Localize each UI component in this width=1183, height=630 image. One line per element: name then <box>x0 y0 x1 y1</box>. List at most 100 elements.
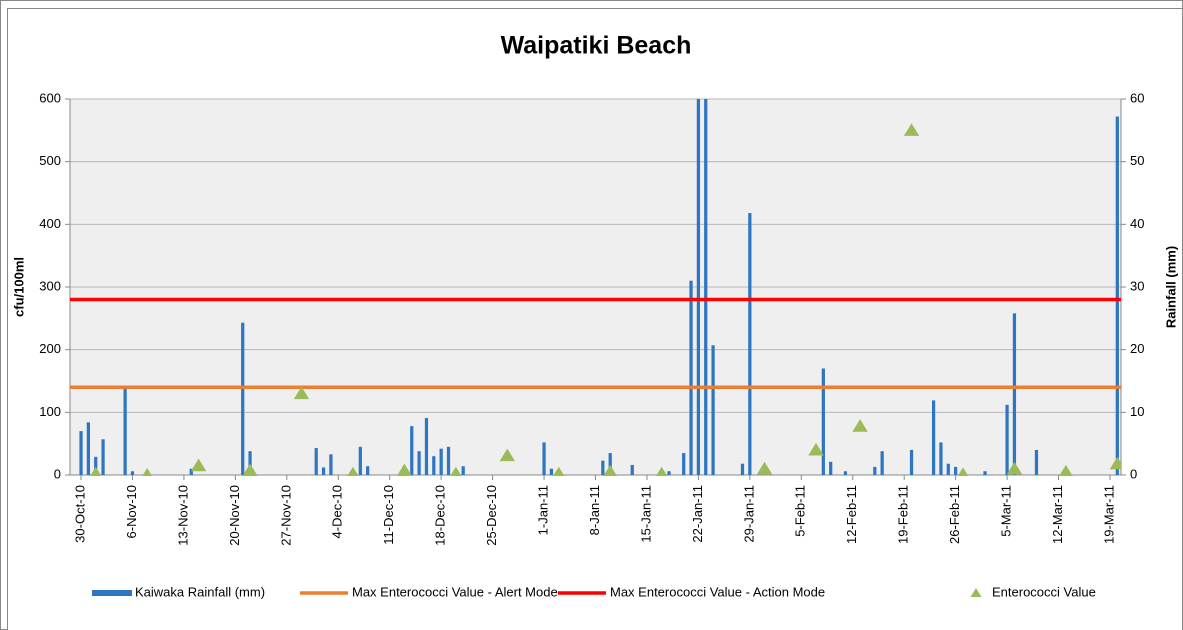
rain-bar <box>432 456 436 475</box>
y2-tick-label: 50 <box>1130 153 1144 168</box>
y-tick-label: 600 <box>39 90 61 105</box>
x-tick-label: 27-Nov-10 <box>278 485 293 546</box>
enterococci-marker <box>957 467 969 476</box>
rain-bar <box>682 453 686 475</box>
rain-bar <box>417 451 421 475</box>
rain-bar <box>740 463 745 475</box>
rain-bar <box>130 471 135 475</box>
enterococci-marker <box>903 123 920 136</box>
legend-label: Max Enterococci Value - Alert Mode <box>352 584 558 599</box>
chart-title: Waipatiki Beach <box>501 32 692 60</box>
x-tick-label: 4-Dec-10 <box>330 485 345 538</box>
x-tick-label: 26-Feb-11 <box>947 485 962 544</box>
enterococci-marker <box>1109 456 1121 470</box>
x-tick-label: 6-Nov-10 <box>124 485 139 538</box>
rain-bar <box>241 322 245 475</box>
rain-bar <box>1115 116 1119 476</box>
rain-bar <box>1005 404 1009 475</box>
enterococci-marker <box>655 466 668 476</box>
x-tick-label: 20-Nov-10 <box>227 485 242 546</box>
rain-bar <box>1034 449 1039 475</box>
rain-bar <box>821 368 825 475</box>
rain-bar <box>358 446 362 475</box>
y2-axis-label: Rainfall (mm) <box>1163 246 1178 328</box>
legend-label: Max Enterococci Value - Action Mode <box>610 584 825 599</box>
rain-bar <box>189 468 193 475</box>
x-tick-label: 12-Mar-11 <box>1050 485 1065 544</box>
rain-bar <box>829 461 833 475</box>
rain-bar <box>410 426 414 475</box>
rain-bar <box>248 451 252 475</box>
rain-bar <box>608 453 612 475</box>
rain-bar <box>601 460 605 475</box>
enterococci-marker <box>450 466 462 476</box>
x-tick-label: 29-Jan-11 <box>741 485 756 543</box>
rain-bar <box>321 467 326 475</box>
enterococci-marker <box>293 386 310 400</box>
y-tick-label: 100 <box>39 404 61 419</box>
rain-bar <box>329 454 333 475</box>
rain-bar <box>954 466 958 475</box>
enterococci-marker <box>603 464 618 476</box>
legend-swatch <box>970 588 982 597</box>
y-tick-label: 500 <box>39 153 61 168</box>
y2-tick-label: 10 <box>1130 404 1144 419</box>
x-tick-label: 18-Dec-10 <box>433 485 448 546</box>
enterococci-marker <box>142 468 153 476</box>
rain-bar <box>931 400 936 475</box>
y2-tick-label: 60 <box>1130 90 1144 105</box>
rain-bar <box>424 417 429 475</box>
x-tick-label: 19-Feb-11 <box>896 485 911 544</box>
enterococci-marker <box>756 461 773 475</box>
rain-bar <box>880 451 884 475</box>
legend-label: Kaiwaka Rainfall (mm) <box>135 584 265 599</box>
x-tick-label: 8-Jan-11 <box>587 485 602 535</box>
y2-tick-label: 30 <box>1130 278 1144 293</box>
x-tick-label: 1-Jan-11 <box>535 485 550 535</box>
rain-bar <box>843 471 848 475</box>
y2-tick-label: 40 <box>1130 216 1144 231</box>
y-tick-label: 200 <box>39 341 61 356</box>
enterococci-marker <box>90 466 102 476</box>
rain-bar <box>461 466 465 475</box>
rain-bar <box>873 466 877 475</box>
rain-bar <box>748 213 752 475</box>
enterococci-marker <box>499 448 516 462</box>
enterococci-marker <box>347 466 359 476</box>
x-tick-label: 15-Jan-11 <box>638 485 653 543</box>
rain-bar <box>1012 313 1017 475</box>
x-tick-label: 5-Feb-11 <box>793 485 808 537</box>
enterococci-marker <box>190 458 207 472</box>
plot-layer <box>70 99 1121 476</box>
enterococci-marker <box>553 466 565 476</box>
x-tick-label: 12-Feb-11 <box>844 485 859 544</box>
y2-tick-label: 0 <box>1130 466 1137 481</box>
enterococci-marker <box>396 463 412 476</box>
rain-bar <box>667 471 671 475</box>
rain-bar <box>711 345 715 475</box>
rain-bar <box>704 99 708 475</box>
x-tick-label: 19-Mar-11 <box>1101 485 1116 544</box>
rain-bar <box>696 99 701 475</box>
rain-bar <box>939 442 943 475</box>
x-tick-label: 30-Oct-10 <box>72 485 87 543</box>
x-tick-label: 11-Dec-10 <box>381 485 396 545</box>
enterococci-marker <box>1059 464 1073 476</box>
y-tick-label: 0 <box>54 466 61 481</box>
rain-bar <box>86 422 90 475</box>
rain-bar <box>946 463 950 475</box>
rain-bar <box>366 466 370 475</box>
rain-bar <box>101 439 105 475</box>
legend-label: Enterococci Value <box>992 584 1096 599</box>
rain-bar <box>630 464 634 475</box>
rain-bar <box>123 387 127 475</box>
rain-bar <box>94 456 98 475</box>
rain-bar <box>549 468 554 475</box>
enterococci-marker <box>242 463 258 476</box>
rain-bar <box>542 442 546 475</box>
x-tick-label: 5-Mar-11 <box>999 485 1014 537</box>
rain-bar <box>314 448 318 475</box>
rain-bar <box>446 446 451 475</box>
